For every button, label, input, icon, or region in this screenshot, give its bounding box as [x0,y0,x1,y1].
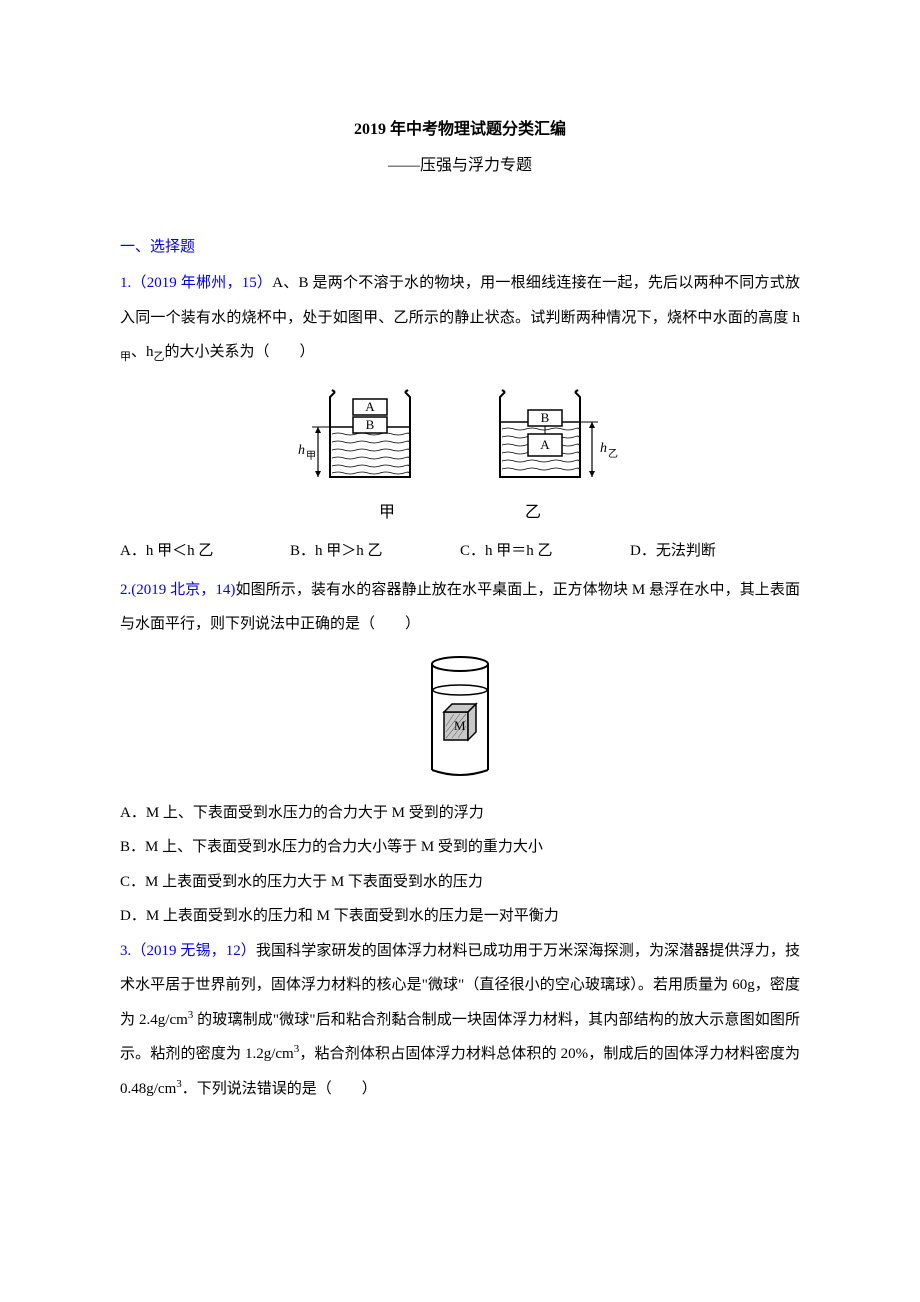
q1-figure-labels: 甲 乙 [120,498,800,522]
q3-body-4: ．下列说法错误的是（ ） [182,1081,377,1097]
q2-option-a: A．M 上、下表面受到水压力的合力大于 M 受到的浮力 [120,796,800,831]
beaker-jia: A B h 甲 [290,382,440,492]
q1-ref: 1.（2019 年郴州，15） [120,275,272,291]
q1-sub-jia: 甲 [120,351,131,363]
q1-text: 1.（2019 年郴州，15）A、B 是两个不溶于水的物块，用一根细线连接在一起… [120,266,800,370]
q1-option-a: A．h 甲＜h 乙 [120,534,290,569]
svg-text:A: A [365,399,375,414]
svg-text:甲: 甲 [306,451,316,462]
label-jia: 甲 [379,498,395,522]
q1-sub-yi: 乙 [154,351,165,363]
q1-option-c: C．h 甲＝h 乙 [460,534,630,569]
q1-option-d: D．无法判断 [630,534,800,569]
q2-option-d: D．M 上表面受到水的压力和 M 下表面受到水的压力是一对平衡力 [120,899,800,934]
q2-option-c: C．M 上表面受到水的压力大于 M 下表面受到水的压力 [120,865,800,900]
page-subtitle: ——压强与浮力专题 [120,151,800,175]
q1-tail: 的大小关系为（ ） [165,344,315,360]
label-yi: 乙 [525,498,541,522]
q2-text: 2.(2019 北京，14)如图所示，装有水的容器静止放在水平桌面上，正方体物块… [120,573,800,642]
q1-figure: A B h 甲 B A [120,382,800,492]
q2-option-b: B．M 上、下表面受到水压力的合力大小等于 M 受到的重力大小 [120,830,800,865]
q2-figure: M [120,652,800,782]
svg-text:B: B [366,417,375,432]
svg-text:h: h [298,443,305,458]
svg-text:h: h [600,441,607,456]
q1-sep: 、h [131,344,154,360]
svg-text:M: M [454,718,466,733]
q3-text: 3.（2019 无锡，12）我国科学家研发的固体浮力材料已成功用于万米深海探测，… [120,934,800,1107]
q2-ref: 2.(2019 北京，14) [120,582,235,598]
q1-options: A．h 甲＜h 乙 B．h 甲＞h 乙 C．h 甲＝h 乙 D．无法判断 [120,534,800,569]
svg-text:乙: 乙 [608,448,618,460]
page-title: 2019 年中考物理试题分类汇编 [120,115,800,139]
q1-option-b: B．h 甲＞h 乙 [290,534,460,569]
q3-ref: 3.（2019 无锡，12） [120,943,256,959]
svg-text:B: B [541,410,550,425]
svg-text:A: A [540,437,550,452]
beaker-yi: B A h 乙 [480,382,630,492]
section-heading: 一、选择题 [120,235,800,256]
